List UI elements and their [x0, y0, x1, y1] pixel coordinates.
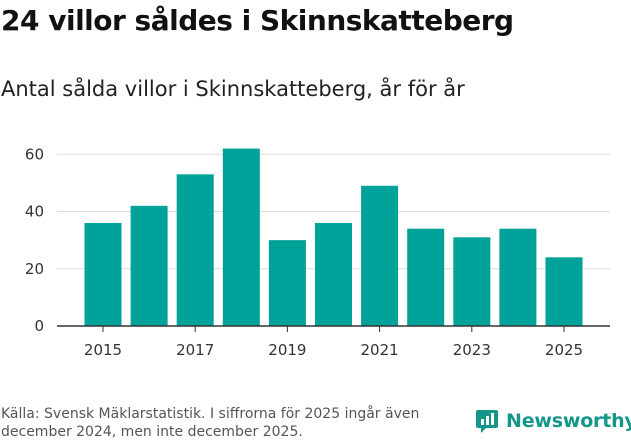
bar-2024	[499, 228, 537, 326]
bar-2020	[315, 222, 352, 326]
x-tick-label: 2021	[361, 341, 399, 359]
axes: 0 20 40 60 2015 2017 2019 2021 2023 2025	[25, 145, 610, 359]
x-tick-label: 2019	[268, 341, 306, 359]
chart-title: 24 villor såldes i Skinnskatteberg	[1, 4, 514, 37]
bar-2017	[176, 174, 214, 326]
x-tick-label: 2025	[545, 341, 583, 359]
bar-2022	[407, 228, 445, 326]
y-tick-label: 0	[34, 317, 44, 335]
bar-2018	[222, 148, 260, 326]
brand-name: Newsworthy	[506, 410, 631, 432]
brand[interactable]: Newsworthy	[474, 408, 631, 434]
bar-chart: 0 20 40 60 2015 2017 2019 2021 2023 2025	[25, 145, 610, 359]
bar-2015	[84, 222, 122, 326]
bars	[84, 148, 583, 326]
bar-2023	[453, 237, 491, 326]
newsworthy-logo-icon	[476, 410, 498, 433]
bar-2019	[268, 240, 306, 326]
x-tick-label: 2017	[176, 341, 214, 359]
x-tick-label: 2015	[84, 341, 122, 359]
x-tick-label: 2023	[453, 341, 491, 359]
y-tick-label: 20	[25, 260, 44, 278]
bar-2021	[361, 185, 399, 326]
bar-2016	[130, 205, 168, 326]
source-note: Källa: Svensk Mäklarstatistik. I siffror…	[1, 406, 420, 440]
y-tick-label: 60	[25, 145, 44, 163]
bar-2025	[545, 257, 583, 326]
y-tick-label: 40	[25, 203, 44, 221]
chart-subtitle: Antal sålda villor i Skinnskatteberg, år…	[1, 77, 465, 101]
